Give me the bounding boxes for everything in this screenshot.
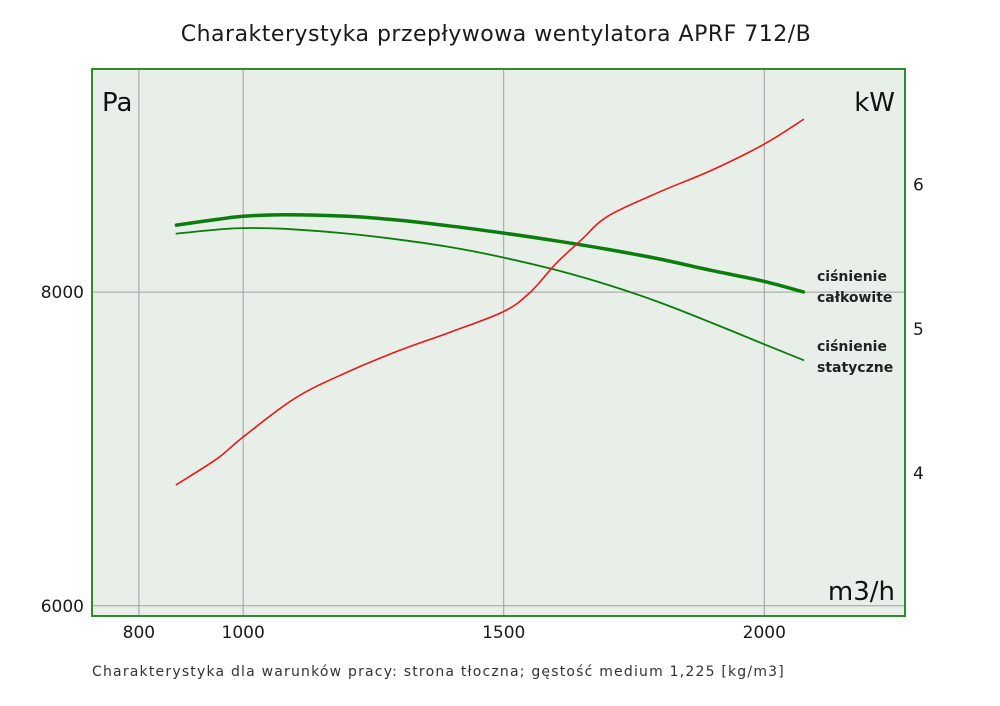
plot-frame: [91, 68, 906, 617]
x-tick-label-1000: 1000: [222, 623, 265, 643]
grid-lines: [92, 69, 905, 616]
series-label-0-0: ciśnienie: [817, 269, 887, 285]
y-left-tick-label-8000: 8000: [41, 283, 84, 303]
plot-area: [92, 69, 905, 616]
left-axis-unit: Pa: [102, 88, 132, 118]
series-line-0: [174, 212, 806, 294]
x-axis-unit: m3/h: [828, 577, 895, 607]
x-tick-label-2000: 2000: [743, 623, 786, 643]
series-label-0-1: całkowite: [817, 290, 892, 306]
y-right-tick-label-5: 5: [913, 320, 924, 340]
series-line-1: [175, 227, 805, 361]
x-tick-label-1500: 1500: [482, 623, 525, 643]
tick-labels: 800 1000 1500 2000 6000 8000 4 5 6: [41, 175, 924, 643]
chart-title: Charakterystyka przepływowa wentylatora …: [181, 22, 812, 47]
series-label-1-1: statyczne: [817, 360, 893, 376]
series-line-2: [175, 118, 805, 486]
curve-labels: ciśnienie całkowite ciśnienie statyczne: [817, 269, 893, 376]
series-label-1-0: ciśnienie: [817, 339, 887, 355]
y-right-tick-label-4: 4: [913, 464, 924, 484]
y-left-tick-label-6000: 6000: [41, 597, 84, 617]
x-tick-label-800: 800: [123, 623, 155, 643]
conditions-note: Charakterystyka dla warunków pracy: stro…: [92, 664, 785, 680]
y-right-tick-label-6: 6: [913, 175, 924, 195]
right-axis-unit: kW: [854, 88, 895, 118]
curves: [174, 118, 806, 486]
